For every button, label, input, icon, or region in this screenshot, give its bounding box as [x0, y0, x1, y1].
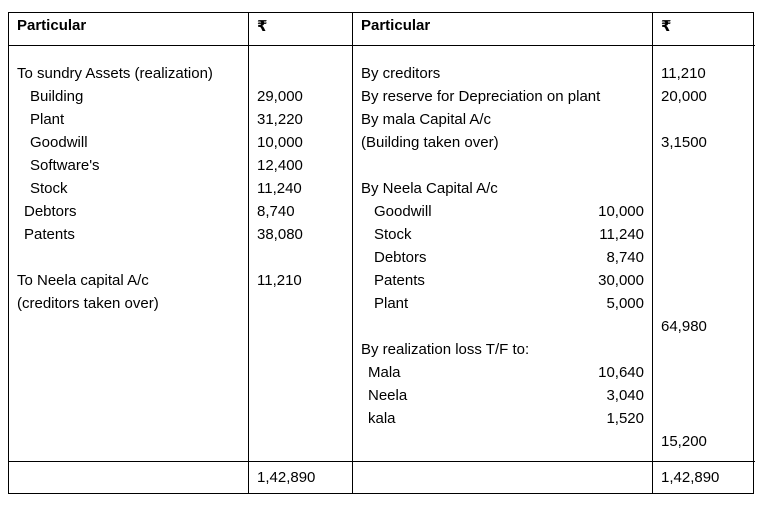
debit-row-amount: 29,000	[257, 88, 303, 105]
debit-row-amount	[257, 292, 344, 315]
credit-row: By realization loss T/F to:	[361, 338, 644, 361]
credit-amounts-column: 11,210 20,000 3,1500 64,980 15,200	[653, 46, 755, 461]
debit-row-label: To sundry Assets (realization)	[17, 65, 213, 82]
credit-row-label: Goodwill	[374, 203, 432, 220]
debit-row-amount: 12,400	[257, 157, 303, 174]
debit-particulars-column: To sundry Assets (realization) Building …	[9, 46, 249, 461]
debit-row-label: Goodwill	[30, 134, 88, 151]
credit-row-label: Mala	[368, 364, 401, 381]
credit-total-label-cell	[353, 461, 653, 493]
credit-row-amount	[661, 154, 747, 177]
header-right-particular: Particular	[353, 13, 653, 46]
debit-amounts-column: 29,000 31,220 10,000 12,400 11,240 8,740…	[249, 46, 353, 461]
header-left-particular: Particular	[9, 13, 249, 46]
credit-row-label: Debtors	[374, 249, 427, 266]
credit-row-label: Stock	[374, 226, 412, 243]
debit-row-amount: 11,240	[257, 180, 302, 197]
credit-row-amount	[661, 338, 747, 361]
credit-row-label: kala	[368, 410, 396, 427]
realization-account-table: Particular ₹ Particular ₹ To sundry Asse…	[8, 12, 755, 494]
credit-row-amount	[661, 246, 747, 269]
debit-row-label: Plant	[30, 111, 65, 128]
debit-row-label: Debtors	[24, 203, 77, 220]
debit-row-label: (creditors taken over)	[17, 295, 159, 312]
credit-row: By creditors	[361, 62, 644, 85]
debit-row-amount: 31,220	[257, 111, 303, 128]
debit-row-label: Patents	[24, 226, 75, 243]
credit-row	[361, 430, 644, 453]
credit-row-amount: 11,210	[661, 65, 706, 82]
credit-row	[361, 154, 644, 177]
debit-row-amount: 10,000	[257, 134, 303, 151]
debit-row-label: To Neela capital A/c	[17, 272, 149, 289]
credit-row-label: (Building taken over)	[361, 134, 499, 151]
credit-particulars-column: By creditors By reserve for Depreciation…	[353, 46, 653, 461]
credit-row-inner-amount: 30,000	[598, 272, 644, 289]
debit-row-amount: 11,210	[257, 272, 302, 289]
credit-row-amount	[661, 108, 747, 131]
credit-row-amount: 3,1500	[661, 134, 707, 151]
credit-row-amount	[661, 200, 747, 223]
credit-row-inner-amount: 11,240	[599, 226, 644, 243]
credit-row-label: By reserve for Depreciation on plant	[361, 88, 601, 105]
credit-row: (Building taken over)	[361, 131, 644, 154]
debit-row-label: Stock	[30, 180, 68, 197]
debit-row-amount: 38,080	[257, 226, 303, 243]
debit-row-label	[17, 246, 240, 269]
credit-row-label: Plant	[374, 295, 409, 312]
credit-row-label: By Neela Capital A/c	[361, 180, 498, 197]
credit-row-label: By mala Capital A/c	[361, 111, 492, 128]
credit-row-amount	[661, 384, 747, 407]
credit-row-label: By realization loss T/F to:	[361, 341, 530, 358]
credit-row-amount	[661, 177, 747, 200]
debit-row-amount	[257, 246, 344, 269]
credit-row-inner-amount: 8,740	[606, 249, 644, 266]
credit-row-label: Neela	[368, 387, 408, 404]
credit-row-inner-amount: 5,000	[606, 295, 644, 312]
credit-row: kala 1,520	[361, 407, 644, 430]
credit-row-inner-amount: 10,000	[598, 203, 644, 220]
credit-row-amount	[661, 407, 747, 430]
credit-row: Goodwill 10,000	[361, 200, 644, 223]
credit-row: By mala Capital A/c	[361, 108, 644, 131]
credit-row-amount	[661, 292, 747, 315]
credit-row: Plant 5,000	[361, 292, 644, 315]
credit-total-amount: 1,42,890	[653, 461, 755, 493]
credit-row-inner-amount: 3,040	[606, 387, 644, 404]
credit-row: Stock 11,240	[361, 223, 644, 246]
debit-row-amount	[257, 62, 344, 85]
header-left-currency: ₹	[249, 13, 353, 46]
credit-row-amount	[661, 361, 747, 384]
credit-row-label: By creditors	[361, 65, 441, 82]
credit-row: By reserve for Depreciation on plant	[361, 85, 644, 108]
debit-row-label: Software's	[30, 157, 100, 174]
debit-total-label-cell	[9, 461, 249, 493]
credit-row	[361, 315, 644, 338]
credit-row: Neela 3,040	[361, 384, 644, 407]
credit-row-inner-amount: 10,640	[598, 364, 644, 381]
credit-row-amount: 20,000	[661, 88, 707, 105]
credit-row: Mala 10,640	[361, 361, 644, 384]
credit-row-label: Patents	[374, 272, 425, 289]
debit-row-amount: 8,740	[257, 203, 295, 220]
credit-row: Patents 30,000	[361, 269, 644, 292]
credit-row-amount: 15,200	[661, 433, 707, 450]
credit-row-amount: 64,980	[661, 318, 707, 335]
credit-row-amount	[661, 223, 747, 246]
credit-row: By Neela Capital A/c	[361, 177, 644, 200]
credit-row: Debtors 8,740	[361, 246, 644, 269]
credit-row-inner-amount: 1,520	[606, 410, 644, 427]
debit-total-amount: 1,42,890	[249, 461, 353, 493]
credit-row-amount	[661, 269, 747, 292]
debit-row-label: Building	[30, 88, 84, 105]
header-right-currency: ₹	[653, 13, 755, 46]
